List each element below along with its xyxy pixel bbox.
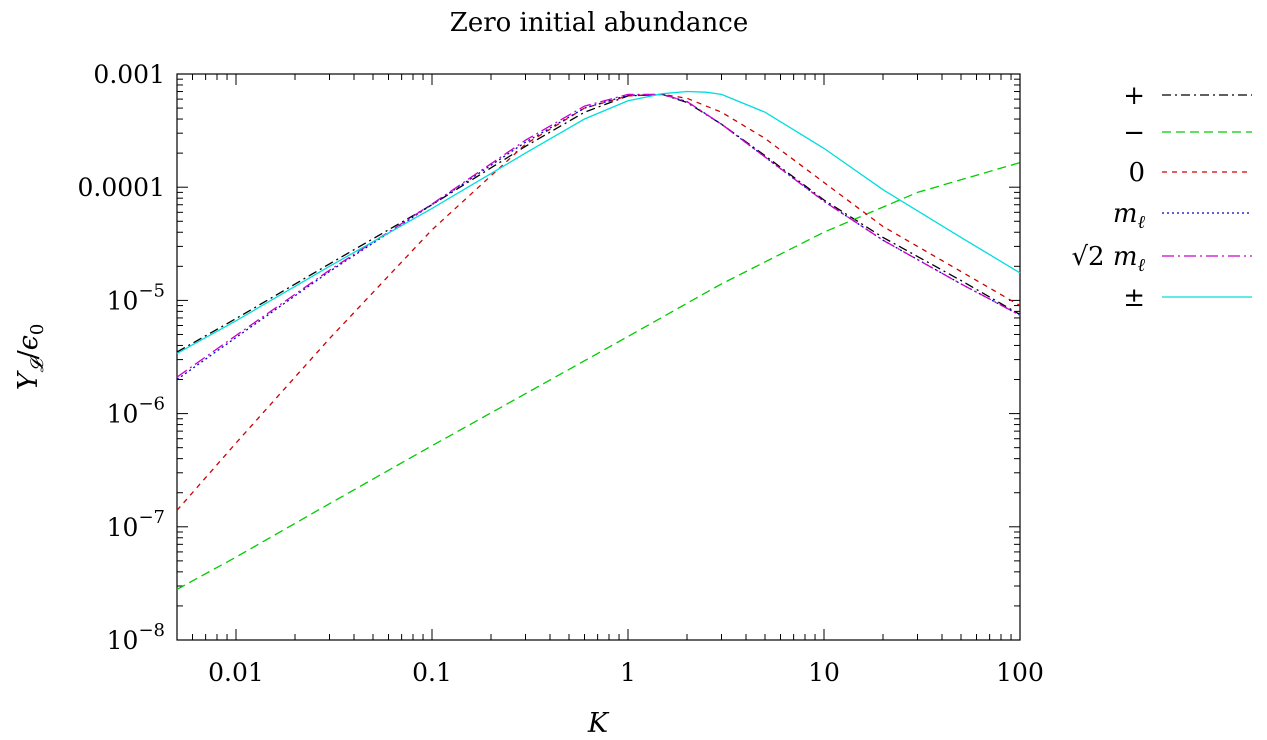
axis-ticks (176, 73, 1021, 641)
plot-frame (176, 73, 1021, 641)
y-tick-label: 10−7 (107, 507, 165, 542)
series-line-0 (176, 93, 1021, 353)
series-line-2 (176, 93, 1021, 511)
series-line-3 (176, 93, 1021, 381)
x-tick-label: 10 (808, 658, 840, 687)
x-tick-label: 0.01 (208, 658, 264, 687)
series-line-1 (176, 161, 1021, 590)
axis-labels: K Y𝓛/ϵ0 (13, 324, 610, 739)
legend: + − 0 mℓ √2 mℓ ± (1071, 81, 1252, 313)
legend-label-3: mℓ (1113, 199, 1146, 233)
y-tick-label: 10−8 (107, 620, 165, 655)
series-line-4 (176, 93, 1021, 378)
chart-title: Zero initial abundance (450, 8, 749, 38)
series-line-5 (176, 90, 1021, 354)
x-axis-label: K (587, 708, 610, 739)
series-lines (176, 90, 1021, 590)
y-axis-label-eps: ϵ (13, 335, 44, 350)
legend-label-4: √2 mℓ (1071, 242, 1145, 276)
y-axis-label-y: Y (13, 370, 44, 390)
y-tick-label: 0.001 (93, 60, 165, 89)
x-tick-label: 1 (620, 658, 636, 687)
y-axis-label: Y𝓛/ϵ0 (13, 324, 48, 391)
legend-label-0: + (1123, 81, 1145, 111)
x-tick-label: 0.1 (412, 658, 452, 687)
y-tick-label: 10−6 (107, 394, 165, 429)
tick-labels: 0.01 0.1 1 10 100 10−8 10−7 10−6 10−5 0.0001 0.001 (78, 60, 1044, 687)
legend-label-1: − (1123, 118, 1145, 148)
svg-text:Y𝓛/ϵ0: Y𝓛/ϵ0 (13, 324, 48, 391)
y-tick-label: 10−5 (107, 280, 165, 315)
legend-label-2: 0 (1128, 158, 1145, 188)
legend-label-5: ± (1123, 283, 1145, 313)
y-tick-label: 0.0001 (78, 173, 165, 202)
x-tick-label: 100 (996, 658, 1044, 687)
